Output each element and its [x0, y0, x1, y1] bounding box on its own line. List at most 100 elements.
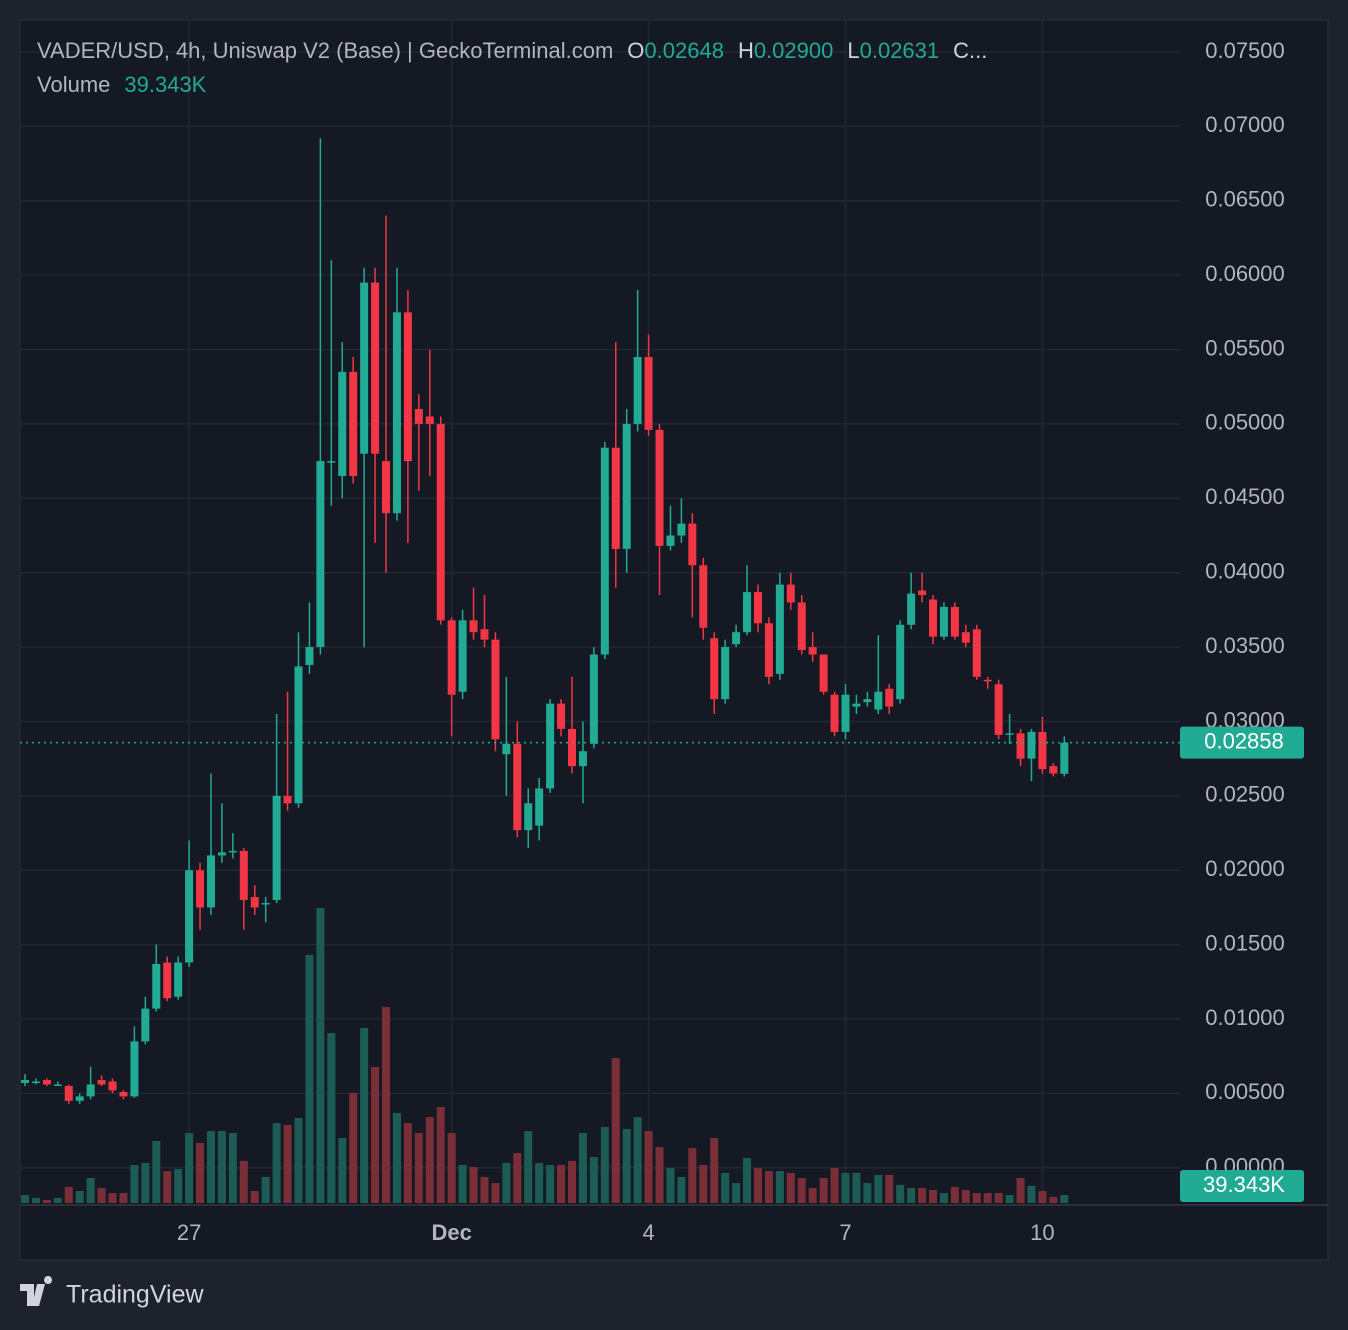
volume-header: Volume 39.343K	[37, 72, 207, 97]
x-tick-label: Dec	[431, 1220, 471, 1245]
ohlc-value: 0.02631	[860, 38, 940, 63]
last-price-label: 0.02858	[1204, 728, 1284, 753]
volume-bar	[983, 1193, 992, 1203]
candle-body	[743, 592, 752, 633]
volume-bar	[666, 1168, 675, 1203]
x-tick-label: 10	[1030, 1220, 1054, 1245]
candle-body	[841, 694, 850, 732]
candle-body	[578, 751, 587, 767]
candle-body	[950, 606, 959, 637]
volume-bar	[382, 1007, 391, 1203]
volume-bar	[819, 1177, 828, 1203]
candle-body	[141, 1008, 150, 1042]
volume-bar	[1038, 1191, 1047, 1203]
volume-bar	[578, 1133, 587, 1203]
volume-bar	[1060, 1195, 1069, 1203]
volume-bar	[600, 1126, 609, 1203]
candle-body	[86, 1084, 95, 1097]
candle-body	[732, 632, 741, 645]
ohlc-key: O	[627, 38, 644, 63]
volume-bar	[436, 1107, 445, 1203]
volume-bar	[64, 1186, 73, 1203]
volume-bar	[972, 1193, 981, 1203]
grid	[20, 20, 1180, 1205]
volume-bar	[283, 1124, 292, 1203]
candle-body	[907, 593, 916, 625]
ohlc-key: C...	[953, 38, 987, 63]
candle-body	[469, 620, 478, 633]
candle-body	[775, 584, 784, 674]
candle-body	[939, 606, 948, 637]
volume-bar	[589, 1157, 598, 1203]
last-price-box	[1180, 726, 1304, 759]
volume-bar	[491, 1183, 500, 1203]
candle-body	[568, 728, 576, 767]
candle-body	[929, 599, 938, 637]
candle-body	[196, 870, 205, 908]
volume-bar	[852, 1172, 861, 1203]
candle-body	[655, 429, 664, 546]
volume-bar	[907, 1187, 916, 1203]
candle-body	[382, 461, 391, 514]
volume-bar	[130, 1164, 139, 1203]
volume-bar	[119, 1193, 128, 1203]
volume-bar	[392, 1112, 401, 1203]
candle-body	[1016, 733, 1025, 759]
volume-bar	[896, 1184, 905, 1203]
y-tick-label: 0.06000	[1205, 261, 1285, 286]
volume-bars	[21, 908, 1069, 1203]
candle-body	[644, 356, 653, 430]
volume-bar	[305, 954, 314, 1203]
volume-bar	[753, 1168, 762, 1203]
y-tick-label: 0.05000	[1205, 410, 1285, 435]
candle-body	[316, 461, 325, 648]
volume-bar	[633, 1117, 642, 1203]
volume-bar	[950, 1186, 959, 1203]
candle-body	[53, 1084, 62, 1086]
brand-name: TradingView	[66, 1281, 205, 1309]
candle-body	[206, 855, 215, 908]
candle-body	[480, 629, 489, 640]
candle-body	[513, 743, 522, 831]
volume-bar	[546, 1164, 555, 1203]
volume-bar	[1016, 1177, 1025, 1203]
volume-bar	[885, 1174, 894, 1203]
volume-bar	[469, 1167, 478, 1203]
candle-body	[425, 416, 434, 424]
volume-bar	[447, 1133, 456, 1203]
volume-bar	[874, 1174, 883, 1203]
volume-bar	[480, 1176, 489, 1203]
candle-body	[961, 632, 970, 643]
volume-bar	[677, 1176, 686, 1203]
candle-body	[349, 371, 358, 476]
candle-body	[305, 647, 314, 665]
x-tick-label: 27	[177, 1220, 201, 1245]
candle-body	[217, 852, 226, 856]
candle-body	[830, 694, 839, 732]
candle-body	[666, 535, 675, 546]
candle-body	[31, 1081, 40, 1084]
volume-bar	[294, 1118, 303, 1203]
volume-bar	[185, 1133, 194, 1203]
candle-body	[994, 684, 1003, 735]
candle-body	[130, 1041, 139, 1097]
volume-bar	[338, 1137, 347, 1203]
volume-bar	[86, 1177, 95, 1203]
header: VADER/USD, 4h, Uniswap V2 (Base) | Gecko…	[37, 38, 987, 63]
candle-body	[1038, 731, 1047, 770]
candle-body	[1060, 742, 1069, 774]
volume-bar	[939, 1193, 948, 1203]
volume-bar	[163, 1171, 172, 1203]
candle-body	[327, 461, 336, 463]
candle-body	[185, 870, 194, 963]
candle-body	[97, 1080, 106, 1085]
candle-body	[819, 654, 828, 692]
volume-bar	[1027, 1185, 1036, 1203]
y-tick-label: 0.00500	[1205, 1079, 1285, 1104]
candle-body	[589, 654, 598, 744]
candles	[21, 138, 1069, 1104]
candle-body	[338, 371, 347, 476]
candle-body	[21, 1080, 29, 1084]
candle-body	[786, 584, 795, 603]
